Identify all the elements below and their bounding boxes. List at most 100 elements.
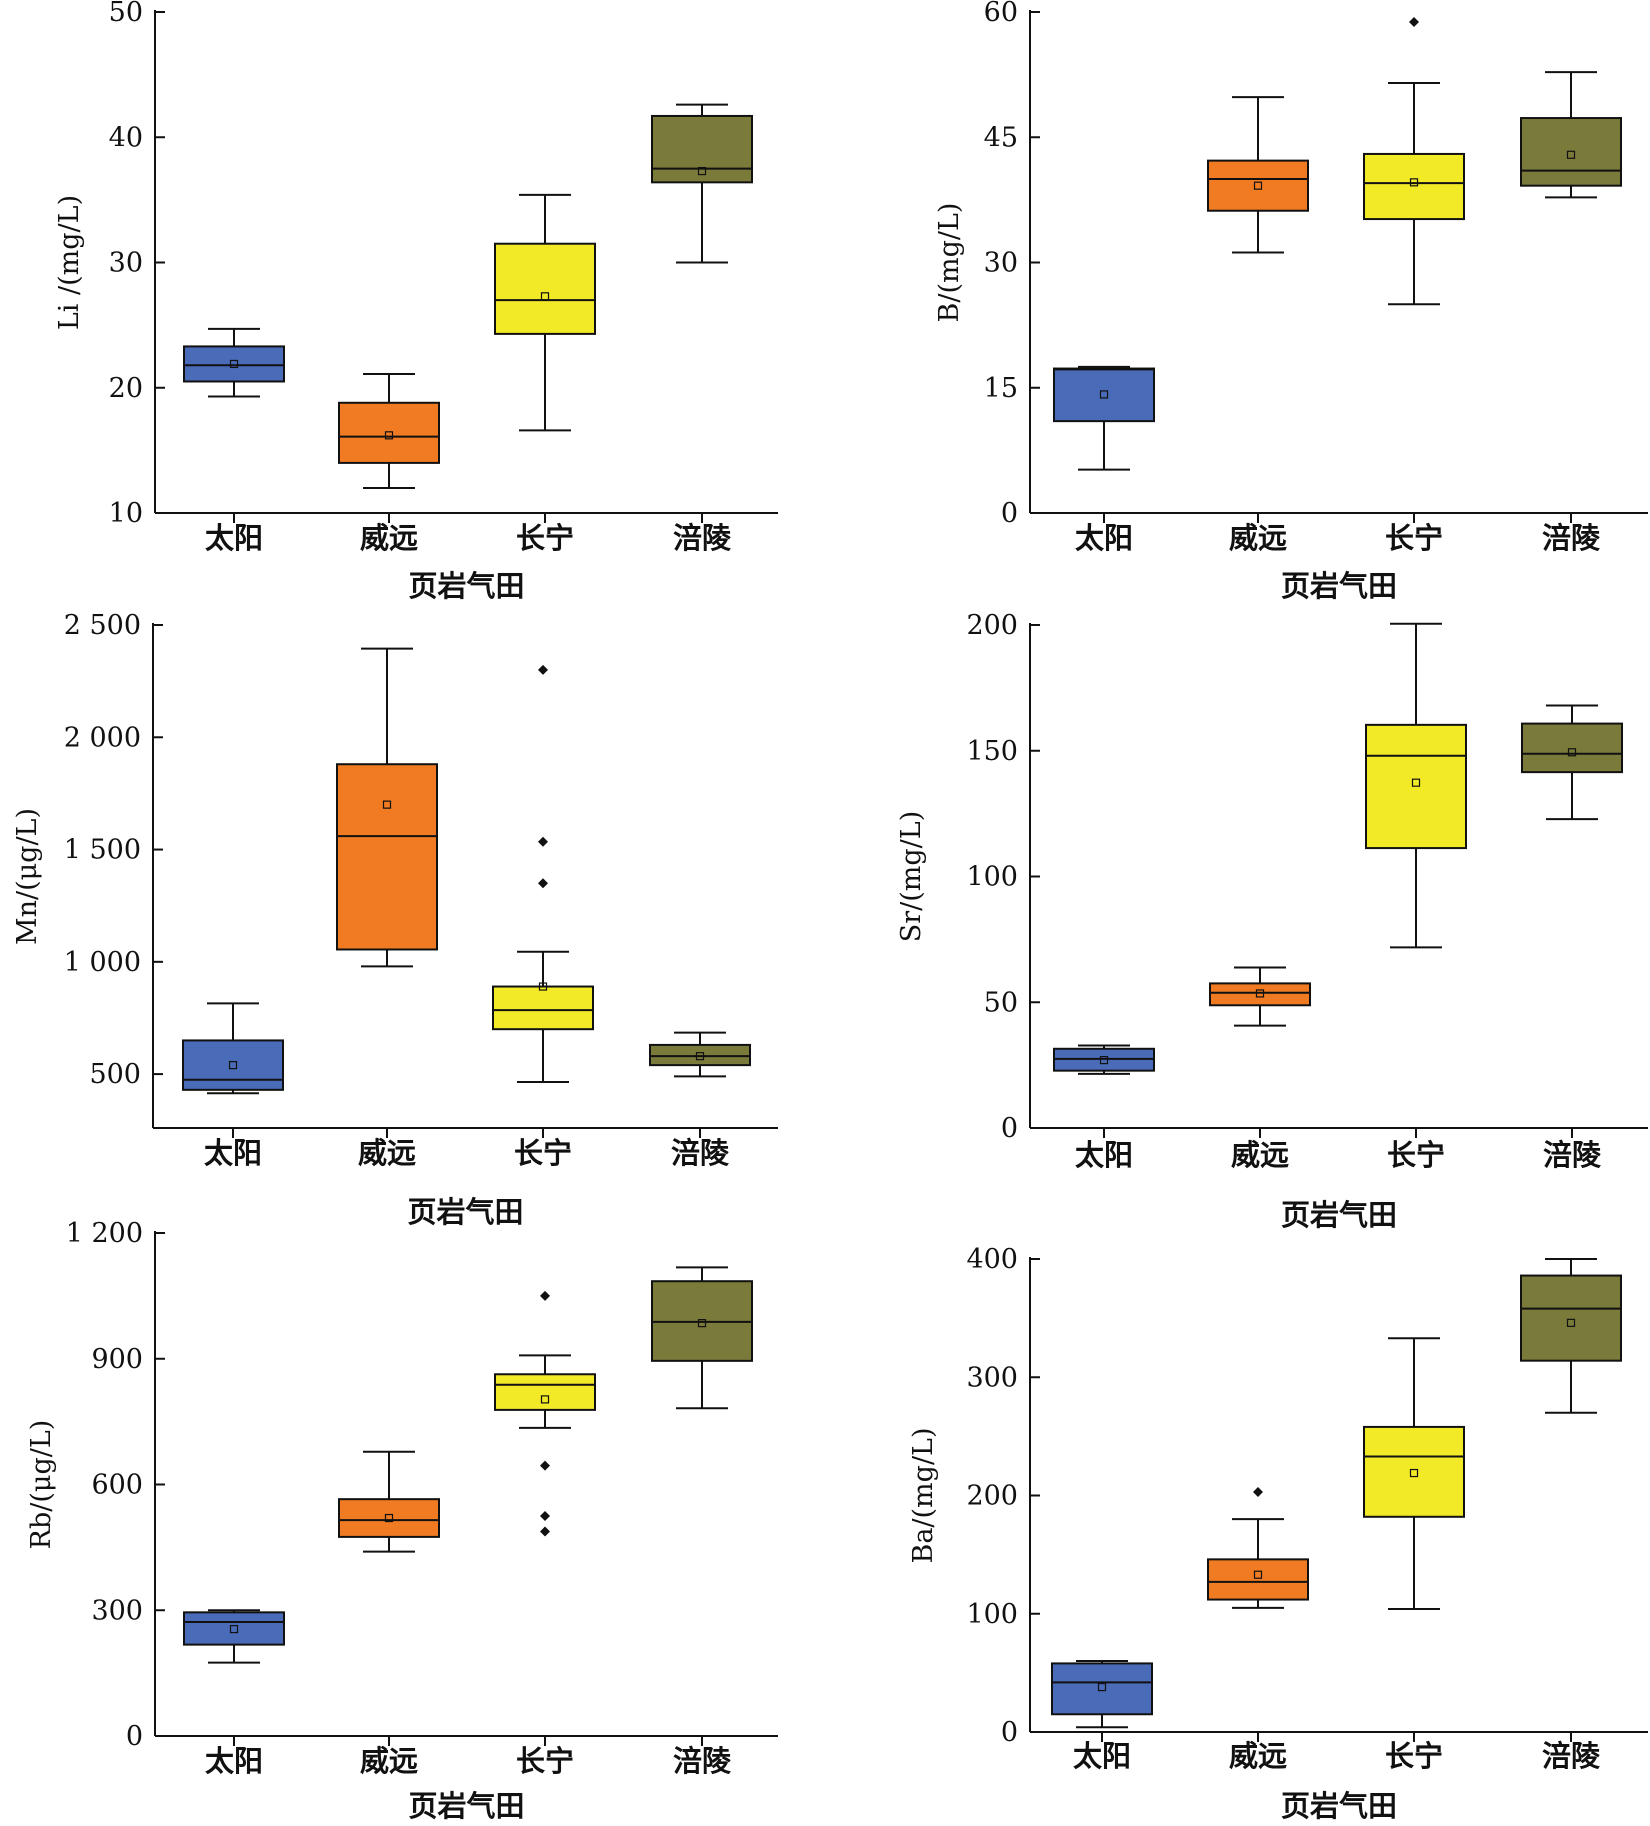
- category-label: 威远: [358, 1136, 416, 1170]
- iqr-box: [183, 345, 285, 383]
- mean-marker: [1253, 1570, 1263, 1579]
- category-label: 涪陵: [671, 1136, 730, 1170]
- y-axis-title: Sr/(mg/L): [896, 811, 927, 942]
- y-tick-label: 30: [109, 248, 143, 279]
- y-tick-label: 30: [984, 248, 1018, 279]
- y-tick-label: 1 500: [64, 835, 141, 866]
- x-axis-title: 页岩气田: [408, 569, 524, 603]
- box-涪陵: [1520, 1258, 1622, 1414]
- category-label: 太阳: [1075, 1138, 1133, 1172]
- category-label: 威远: [1231, 1138, 1289, 1172]
- box-太阳: [182, 1002, 284, 1095]
- box-太阳: [183, 327, 285, 398]
- mean-marker: [1566, 150, 1576, 159]
- box-长宁: [1363, 1337, 1465, 1611]
- y-tick-label: 2 500: [64, 610, 141, 641]
- category-label: 涪陵: [1543, 1138, 1602, 1172]
- category-label: 太阳: [1073, 1739, 1131, 1773]
- box-长宁: [492, 664, 594, 1083]
- outlier-point: [1409, 17, 1419, 28]
- box-涪陵: [1520, 71, 1622, 199]
- mean-marker: [538, 982, 548, 991]
- iqr-box: [1363, 1425, 1465, 1518]
- outlier-point: [538, 878, 548, 889]
- mean-marker: [695, 1052, 705, 1061]
- box-涪陵: [649, 1031, 751, 1078]
- mean-marker: [540, 292, 550, 301]
- box-威远: [1209, 966, 1311, 1027]
- y-tick-label: 500: [89, 1059, 141, 1090]
- y-tick-label: 20: [109, 373, 143, 404]
- iqr-box: [336, 763, 438, 951]
- iqr-box: [1207, 159, 1309, 212]
- iqr-box: [1521, 722, 1623, 774]
- y-tick-label: 300: [91, 1595, 143, 1626]
- box-长宁: [1365, 622, 1467, 949]
- y-axis-title: B/(mg/L): [934, 203, 965, 323]
- panel-sr: Sr/(mg/L) 页岩气田 0 50 100 150 200 太阳 威远 长宁 涪陵: [896, 610, 1648, 1232]
- y-tick-label: 1 200: [66, 1218, 143, 1249]
- y-tick-label: 10: [109, 498, 143, 529]
- panel-li: Li /(mg/L) 页岩气田 10 20 30 40 50 太阳 威远 长宁 涪陵: [54, 0, 778, 603]
- mean-marker: [697, 1319, 707, 1328]
- y-tick-label: 900: [91, 1344, 143, 1375]
- box-威远: [1207, 1486, 1309, 1609]
- y-tick-label: 600: [91, 1470, 143, 1501]
- mean-marker: [228, 1061, 238, 1070]
- y-tick-label: 50: [984, 987, 1018, 1018]
- iqr-box: [649, 1043, 751, 1067]
- outlier-point: [540, 1290, 550, 1301]
- box-涪陵: [1521, 704, 1623, 821]
- panel-b: B/(mg/L) 页岩气田 0 15 30 45 60 太阳 威远 长宁 涪陵: [934, 0, 1648, 603]
- iqr-box: [338, 401, 440, 464]
- outlier-point: [538, 836, 548, 847]
- category-label: 太阳: [1075, 521, 1133, 555]
- x-axis-title: 页岩气田: [1281, 1789, 1397, 1821]
- category-label: 涪陵: [1542, 1739, 1601, 1773]
- y-tick-label: 15: [984, 373, 1018, 404]
- y-tick-label: 0: [126, 1721, 143, 1752]
- panel-mn: Mn/(μg/L) 页岩气田 500 1 000 1 500 2 000 2 500 太阳…: [12, 610, 778, 1229]
- y-tick-label: 2 000: [64, 722, 141, 753]
- mean-marker: [1409, 1468, 1419, 1478]
- mean-marker: [1411, 778, 1421, 787]
- iqr-box: [183, 1611, 285, 1646]
- y-tick-label: 200: [966, 610, 1018, 641]
- mean-marker: [1097, 1682, 1107, 1692]
- iqr-box: [1207, 1558, 1309, 1601]
- category-label: 长宁: [1385, 521, 1443, 555]
- y-tick-label: 45: [984, 122, 1018, 153]
- mean-marker: [540, 1395, 550, 1404]
- y-axis-title: Rb/(μg/L): [26, 1420, 57, 1550]
- category-label: 长宁: [516, 1744, 574, 1778]
- y-tick-label: 0: [1001, 1113, 1018, 1144]
- y-axis-title: Mn/(μg/L): [12, 808, 43, 945]
- box-太阳: [1053, 365, 1155, 471]
- iqr-box: [1051, 1662, 1153, 1716]
- mean-marker: [1567, 748, 1577, 757]
- box-威远: [338, 372, 440, 489]
- category-label: 威远: [1229, 1739, 1287, 1773]
- box-太阳: [183, 1609, 285, 1664]
- y-tick-label: 50: [109, 0, 143, 28]
- category-label: 长宁: [514, 1136, 572, 1170]
- category-label: 涪陵: [673, 1744, 732, 1778]
- box-太阳: [1051, 1660, 1153, 1729]
- x-axis-title: 页岩气田: [1281, 569, 1397, 603]
- y-tick-label: 200: [966, 1481, 1018, 1512]
- box-长宁: [1363, 17, 1465, 306]
- box-涪陵: [651, 1266, 753, 1410]
- outlier-point: [540, 1510, 550, 1521]
- mean-marker: [1099, 390, 1109, 399]
- category-label: 威远: [360, 521, 418, 555]
- y-tick-label: 0: [1001, 498, 1018, 529]
- panel-rb: Rb/(μg/L) 页岩气田 0 300 600 900 1 200 太阳 威远 长宁 涪陵: [26, 1218, 778, 1823]
- y-tick-label: 150: [966, 736, 1018, 767]
- y-tick-label: 100: [966, 862, 1018, 893]
- y-axis-title: Ba/(mg/L): [908, 1427, 939, 1563]
- x-axis-title: 页岩气田: [407, 1195, 523, 1229]
- category-label: 太阳: [205, 1744, 263, 1778]
- outlier-point: [538, 664, 548, 675]
- panel-ba: Ba/(mg/L) 页岩气田 0 100 200 300 400 太阳 威远 长宁 涪陵: [908, 1244, 1648, 1823]
